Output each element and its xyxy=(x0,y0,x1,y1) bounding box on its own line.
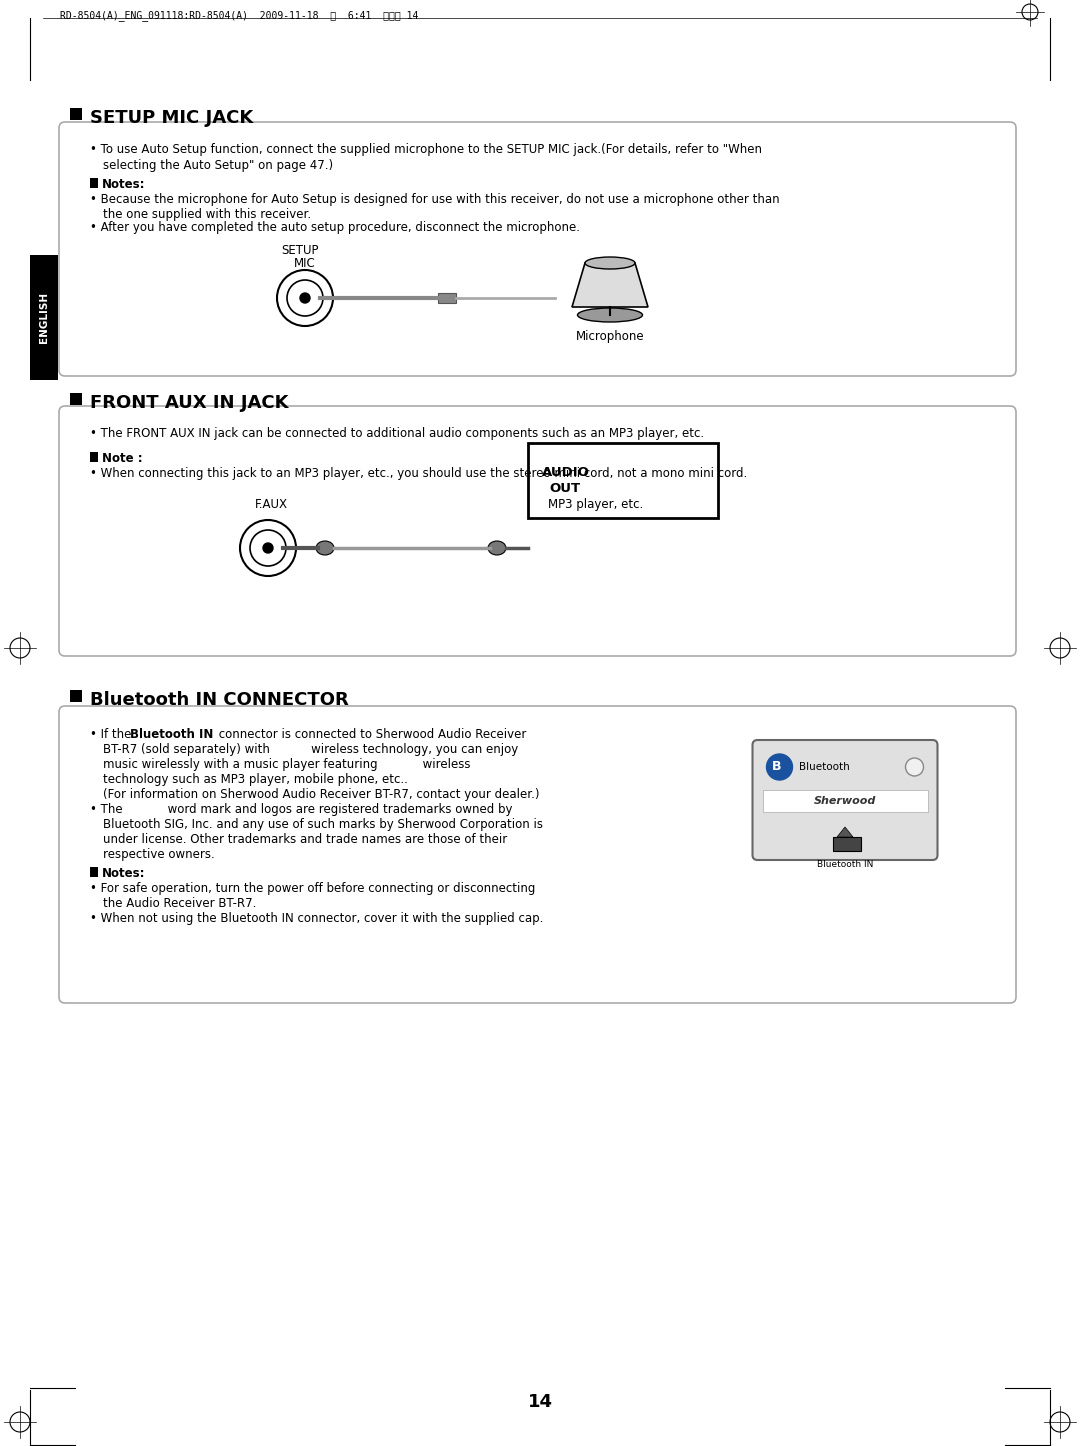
Bar xyxy=(70,393,82,405)
Text: Notes:: Notes: xyxy=(102,178,146,191)
Bar xyxy=(70,108,82,120)
Text: SETUP: SETUP xyxy=(281,244,319,257)
Text: 14: 14 xyxy=(527,1392,553,1411)
Bar xyxy=(90,453,98,463)
FancyBboxPatch shape xyxy=(59,406,1016,656)
Text: • Because the microphone for Auto Setup is designed for use with this receiver, : • Because the microphone for Auto Setup … xyxy=(90,192,780,205)
Text: Bluetooth: Bluetooth xyxy=(799,762,850,772)
Text: BT-R7 (sold separately) with           wireless technology, you can enjoy: BT-R7 (sold separately) with wireless te… xyxy=(103,743,518,756)
FancyBboxPatch shape xyxy=(753,740,937,860)
Text: selecting the Auto Setup" on page 47.): selecting the Auto Setup" on page 47.) xyxy=(103,159,333,172)
Polygon shape xyxy=(572,263,648,307)
FancyBboxPatch shape xyxy=(59,706,1016,1004)
Text: MP3 player, etc.: MP3 player, etc. xyxy=(548,497,644,510)
Text: Sherwood: Sherwood xyxy=(814,795,876,805)
Text: • When connecting this jack to an MP3 player, etc., you should use the stereo mi: • When connecting this jack to an MP3 pl… xyxy=(90,467,747,480)
Bar xyxy=(30,254,58,380)
Text: the Audio Receiver BT-R7.: the Audio Receiver BT-R7. xyxy=(103,897,256,910)
Bar xyxy=(70,690,82,701)
Circle shape xyxy=(905,758,923,777)
Text: (For information on Sherwood Audio Receiver BT-R7, contact your dealer.): (For information on Sherwood Audio Recei… xyxy=(103,788,540,801)
Text: technology such as MP3 player, mobile phone, etc..: technology such as MP3 player, mobile ph… xyxy=(103,774,408,787)
Text: RD-8504(A)_ENG_091118:RD-8504(A)  2009-11-18  오  6:41  페이지 14: RD-8504(A)_ENG_091118:RD-8504(A) 2009-11… xyxy=(60,10,418,20)
Text: ENGLISH: ENGLISH xyxy=(39,292,49,343)
Bar xyxy=(762,790,928,813)
Bar xyxy=(833,837,861,852)
Text: • To use Auto Setup function, connect the supplied microphone to the SETUP MIC j: • To use Auto Setup function, connect th… xyxy=(90,143,762,156)
Text: Note :: Note : xyxy=(102,453,143,466)
Circle shape xyxy=(264,544,273,552)
Bar xyxy=(90,178,98,188)
Circle shape xyxy=(767,753,793,779)
Polygon shape xyxy=(837,827,853,837)
Text: B: B xyxy=(772,761,781,774)
Text: under license. Other trademarks and trade names are those of their: under license. Other trademarks and trad… xyxy=(103,833,508,846)
Text: • After you have completed the auto setup procedure, disconnect the microphone.: • After you have completed the auto setu… xyxy=(90,221,580,234)
Text: AUDIO: AUDIO xyxy=(542,466,590,479)
FancyBboxPatch shape xyxy=(59,121,1016,376)
Text: FRONT AUX IN JACK: FRONT AUX IN JACK xyxy=(90,393,288,412)
Ellipse shape xyxy=(488,541,507,555)
Text: • The            word mark and logos are registered trademarks owned by: • The word mark and logos are registered… xyxy=(90,803,513,816)
Text: Bluetooth IN CONNECTOR: Bluetooth IN CONNECTOR xyxy=(90,691,349,709)
Ellipse shape xyxy=(585,257,635,269)
Text: OUT: OUT xyxy=(549,482,580,495)
Text: Notes:: Notes: xyxy=(102,868,146,881)
Text: Bluetooth IN: Bluetooth IN xyxy=(816,860,874,869)
Text: Microphone: Microphone xyxy=(576,330,645,343)
Text: respective owners.: respective owners. xyxy=(103,847,215,860)
Text: the one supplied with this receiver.: the one supplied with this receiver. xyxy=(103,208,311,221)
Circle shape xyxy=(300,294,310,304)
Text: music wirelessly with a music player featuring            wireless: music wirelessly with a music player fea… xyxy=(103,758,471,771)
Bar xyxy=(438,294,456,304)
Text: Bluetooth SIG, Inc. and any use of such marks by Sherwood Corporation is: Bluetooth SIG, Inc. and any use of such … xyxy=(103,818,543,831)
Text: SETUP MIC JACK: SETUP MIC JACK xyxy=(90,108,253,127)
Bar xyxy=(528,442,718,518)
Ellipse shape xyxy=(578,308,643,322)
Text: • If the: • If the xyxy=(90,727,135,740)
Text: connector is connected to Sherwood Audio Receiver: connector is connected to Sherwood Audio… xyxy=(215,727,526,740)
Text: MIC: MIC xyxy=(294,257,315,270)
Ellipse shape xyxy=(316,541,334,555)
Text: • The FRONT AUX IN jack can be connected to additional audio components such as : • The FRONT AUX IN jack can be connected… xyxy=(90,427,704,440)
Text: • For safe operation, turn the power off before connecting or disconnecting: • For safe operation, turn the power off… xyxy=(90,882,536,895)
Text: Bluetooth IN: Bluetooth IN xyxy=(130,727,214,740)
Text: F.AUX: F.AUX xyxy=(255,497,288,510)
Bar xyxy=(90,868,98,878)
Text: • When not using the Bluetooth IN connector, cover it with the supplied cap.: • When not using the Bluetooth IN connec… xyxy=(90,912,543,925)
